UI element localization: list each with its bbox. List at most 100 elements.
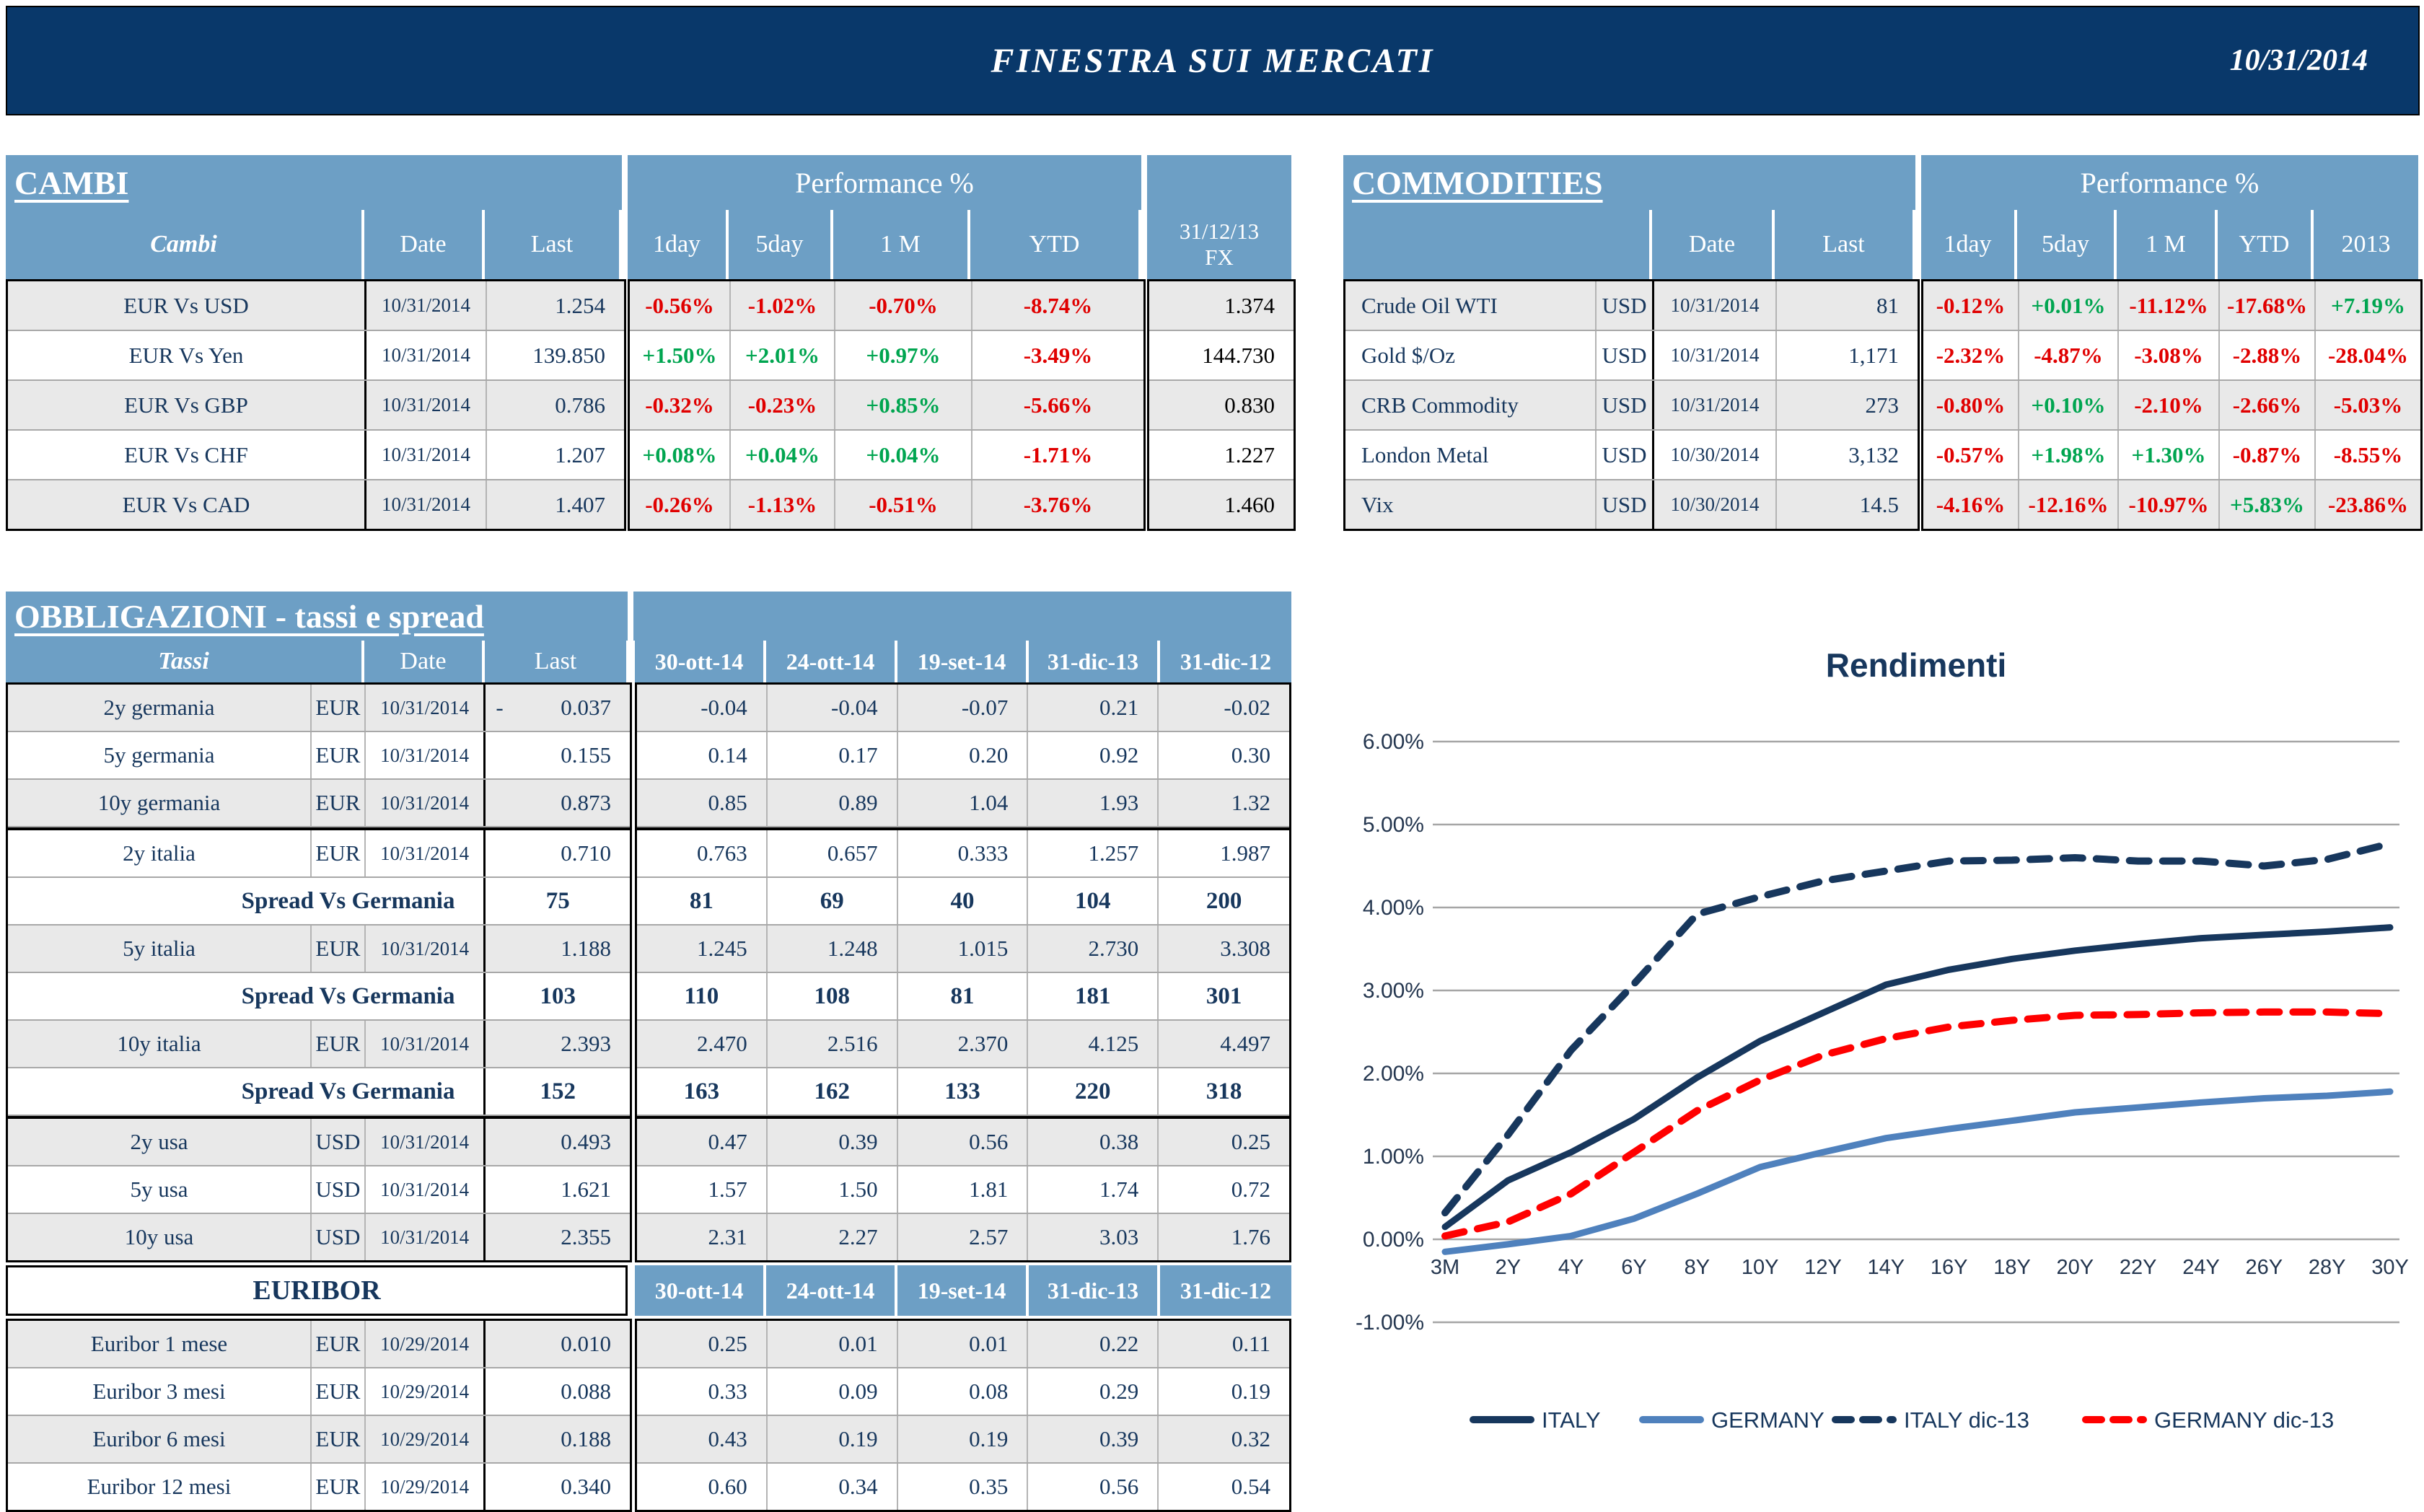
hist-value: 0.32 bbox=[1159, 1416, 1289, 1462]
table-row: 144.730 bbox=[1149, 331, 1294, 381]
hist-value: 0.21 bbox=[1028, 685, 1159, 731]
quote-date: 10/31/2014 bbox=[365, 830, 486, 876]
table-row: 1.227 bbox=[1149, 431, 1294, 480]
currency: USD bbox=[1597, 331, 1654, 379]
bonds-table: OBBLIGAZIONI - tassi e spread Tassi Date La… bbox=[6, 592, 1293, 1512]
spread-hist-value: 162 bbox=[767, 1068, 898, 1115]
series-italy-dic-13 bbox=[1441, 840, 2394, 1217]
rate-name: 10y germania bbox=[8, 780, 312, 826]
perf-value: -2.10% bbox=[2119, 381, 2220, 429]
perf-value: -11.12% bbox=[2119, 281, 2220, 330]
cell bbox=[628, 592, 633, 641]
col-header-perf: 1day bbox=[628, 210, 729, 279]
table-row: 0.47 0.39 0.56 0.38 0.25 bbox=[637, 1119, 1289, 1166]
perf-value: -0.87% bbox=[2220, 431, 2316, 479]
last-value: 0.155 bbox=[486, 732, 630, 778]
hist-value: 0.29 bbox=[1028, 1368, 1159, 1415]
spread-hist-value: 81 bbox=[897, 973, 1029, 1019]
rate-name: 5y italia bbox=[8, 926, 312, 972]
cell bbox=[1141, 155, 1147, 210]
last-value: 0.188 bbox=[486, 1416, 630, 1462]
spread-label: Spread Vs Germania bbox=[8, 973, 486, 1019]
last-value: 3,132 bbox=[1777, 431, 1918, 479]
perf-value: +0.85% bbox=[835, 381, 972, 429]
fx-line2: FX bbox=[1205, 245, 1234, 270]
pair-name: EUR Vs GBP bbox=[8, 381, 366, 429]
table-row: +1.50% +2.01% +0.97% -3.49% bbox=[630, 331, 1143, 381]
table-row: -4.16% -12.16% -10.97% +5.83% -23.86% bbox=[1923, 480, 2420, 529]
cambi-header-row: Cambi Date Last 1day 5day 1 M YTD 31/12/13 FX bbox=[6, 210, 1296, 279]
cell bbox=[1920, 279, 1921, 531]
y-axis-tick-label: 2.00% bbox=[1363, 1062, 1424, 1086]
fx-value: 1.227 bbox=[1149, 431, 1294, 479]
x-axis-tick-label: 6Y bbox=[1621, 1256, 1646, 1279]
rate-name: 5y usa bbox=[8, 1166, 312, 1213]
rate-name: 2y usa bbox=[8, 1119, 312, 1165]
quote-date: 10/29/2014 bbox=[365, 1416, 486, 1462]
fx-value: 1.460 bbox=[1149, 480, 1294, 529]
table-row: 110 108 81 181 301 bbox=[637, 973, 1289, 1021]
table-row: 2y usa USD 10/31/2014 0.493 bbox=[8, 1119, 630, 1166]
hist-value: 1.04 bbox=[897, 780, 1029, 826]
perf-value: -17.68% bbox=[2220, 281, 2316, 330]
performance-header-cell: Performance % bbox=[628, 155, 1141, 210]
bonds-title-row: OBBLIGAZIONI - tassi e spread bbox=[6, 592, 1293, 641]
table-row: 163 162 133 220 318 bbox=[637, 1068, 1289, 1116]
quote-date: 10/31/2014 bbox=[365, 1021, 486, 1067]
table-row: Spread Vs Germania 152 bbox=[8, 1068, 630, 1116]
spread-hist-value: 110 bbox=[637, 973, 768, 1019]
quote-date: 10/29/2014 bbox=[365, 1464, 486, 1510]
legend-label: GERMANY bbox=[1711, 1407, 1824, 1433]
quote-date: 10/31/2014 bbox=[366, 281, 487, 330]
currency: USD bbox=[311, 1119, 366, 1165]
last-value: 0.340 bbox=[486, 1464, 630, 1510]
euribor-hist-header-row: 30-ott-14 24-ott-14 19-set-14 31-dic-13 31-d… bbox=[635, 1265, 1293, 1316]
hist-value: 0.25 bbox=[637, 1321, 768, 1367]
legend-label: GERMANY dic-13 bbox=[2154, 1407, 2334, 1433]
table-row: 1.374 bbox=[1149, 281, 1294, 331]
col-header-perf: 5day bbox=[2017, 210, 2117, 279]
quote-date: 10/31/2014 bbox=[365, 1166, 486, 1213]
hist-value: 4.125 bbox=[1028, 1021, 1159, 1067]
cambi-perf-block: -0.56% -1.02% -0.70% -8.74% +1.50% +2.01% +0.9… bbox=[628, 279, 1146, 531]
yield-chart-svg: Rendimenti 6.00% 5.00% 4.00% 3.00% 2.00% 1.00%… bbox=[1356, 646, 2409, 1433]
commodities-section-cell: COMMODITIES bbox=[1343, 155, 1915, 210]
quote-date: 10/31/2014 bbox=[1654, 381, 1777, 429]
performance-header-cell: Performance % bbox=[1921, 155, 2418, 210]
quote-date: 10/31/2014 bbox=[365, 926, 486, 972]
currency: EUR bbox=[311, 1368, 366, 1415]
hist-value: 0.09 bbox=[767, 1368, 898, 1415]
table-row: EUR Vs CAD 10/31/2014 1.407 bbox=[8, 480, 624, 529]
legend-label: ITALY bbox=[1542, 1407, 1601, 1433]
hist-value: 3.03 bbox=[1028, 1214, 1159, 1260]
currency: EUR bbox=[311, 1416, 366, 1462]
perf-value: -2.32% bbox=[1923, 331, 2019, 379]
euribor-name: Euribor 1 mese bbox=[8, 1321, 312, 1367]
pair-name: EUR Vs USD bbox=[8, 281, 366, 330]
perf-value: -8.55% bbox=[2316, 431, 2420, 479]
currency: EUR bbox=[311, 1321, 366, 1367]
hist-value: 4.497 bbox=[1159, 1021, 1289, 1067]
y-axis-tick-label: 1.00% bbox=[1363, 1145, 1424, 1169]
quote-date: 10/29/2014 bbox=[365, 1321, 486, 1367]
minus-sign: - bbox=[496, 695, 504, 720]
quote-date: 10/31/2014 bbox=[366, 480, 487, 529]
perf-value: -4.16% bbox=[1923, 480, 2019, 529]
table-row: Crude Oil WTI USD 10/31/2014 81 bbox=[1345, 281, 1918, 331]
hist-value: 1.81 bbox=[897, 1166, 1029, 1213]
perf-value: -0.12% bbox=[1923, 281, 2019, 330]
series-germany bbox=[1441, 1088, 2394, 1255]
hist-value: 2.516 bbox=[767, 1021, 898, 1067]
performance-title: Performance % bbox=[795, 166, 974, 199]
cambi-title-row: CAMBI Performance % bbox=[6, 155, 1296, 210]
hist-value: 0.92 bbox=[1028, 732, 1159, 778]
currency: USD bbox=[1597, 431, 1654, 479]
hist-value: -0.02 bbox=[1159, 685, 1289, 731]
cell bbox=[1915, 210, 1921, 279]
last-value: 139.850 bbox=[487, 331, 624, 379]
hist-value: 0.30 bbox=[1159, 732, 1289, 778]
table-row: -0.32% -0.23% +0.85% -5.66% bbox=[630, 381, 1143, 431]
table-row: EUR Vs USD 10/31/2014 1.254 bbox=[8, 281, 624, 331]
perf-value: +0.97% bbox=[835, 331, 972, 379]
x-axis-tick-label: 28Y bbox=[2309, 1256, 2346, 1279]
